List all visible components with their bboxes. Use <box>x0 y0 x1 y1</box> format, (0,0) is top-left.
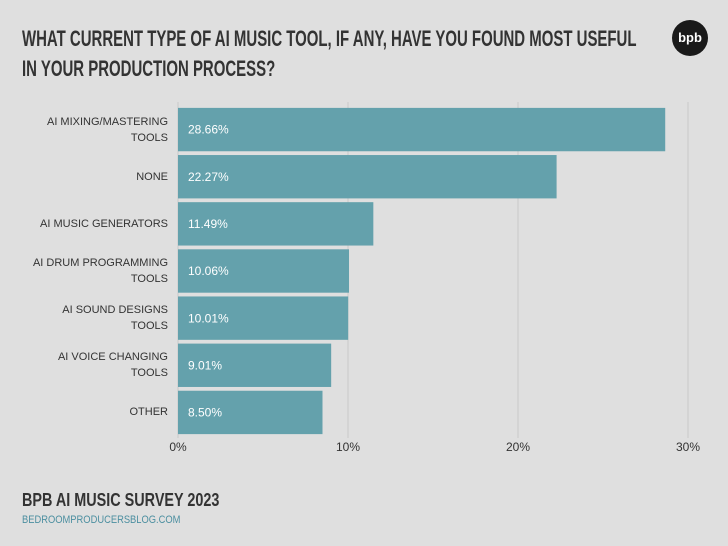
value-label: 28.66% <box>188 123 229 137</box>
chart-title: WHAT CURRENT TYPE OF AI MUSIC TOOL, IF A… <box>22 26 637 81</box>
x-tick-label: 0% <box>169 440 187 454</box>
logo: bpb <box>672 20 708 56</box>
y-tick-label: NONE <box>136 170 168 183</box>
y-tick-label: AI MIXING/MASTERING TOOLS <box>46 115 168 144</box>
value-label: 10.01% <box>188 311 229 325</box>
value-label: 8.50% <box>188 406 222 420</box>
bar <box>178 296 349 340</box>
bar <box>178 343 332 387</box>
x-tick-label: 10% <box>336 440 360 454</box>
value-label: 10.06% <box>188 264 229 278</box>
bar <box>178 155 557 199</box>
x-tick-label: 20% <box>506 440 530 454</box>
bar <box>178 390 323 435</box>
y-tick-label: AI VOICE CHANGING TOOLS <box>57 351 168 380</box>
x-tick-label: 30% <box>676 440 700 454</box>
y-tick-label: OTHER <box>129 406 169 419</box>
footer-title: BPB AI MUSIC SURVEY 2023 <box>22 490 220 510</box>
footer-source: BEDROOMPRODUCERSBLOG.COM <box>22 514 181 526</box>
value-label: 22.27% <box>188 170 229 184</box>
bar <box>178 202 374 246</box>
y-tick-label: AI MUSIC GENERATORS <box>40 217 168 230</box>
value-label: 9.01% <box>188 358 222 372</box>
bar <box>178 249 350 293</box>
value-label: 11.49% <box>188 217 228 231</box>
y-tick-label: AI SOUND DESIGNS TOOLS <box>62 304 168 333</box>
bar <box>178 107 666 152</box>
y-tick-label: AI DRUM PROGRAMMING TOOLS <box>32 257 168 285</box>
